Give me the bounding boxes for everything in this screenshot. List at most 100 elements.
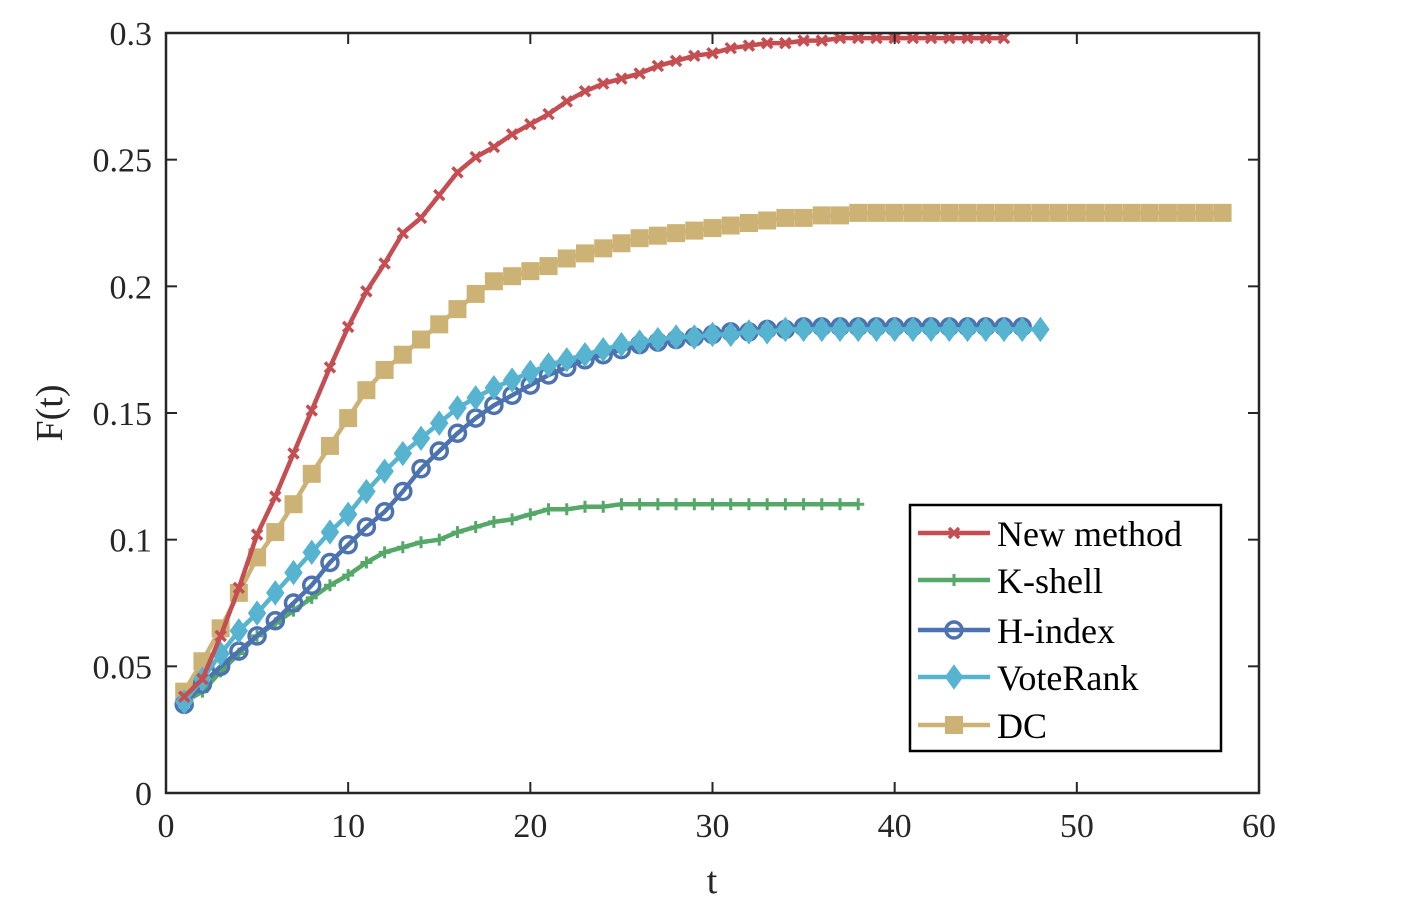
data-point-k-shell xyxy=(451,526,464,539)
data-point-dc xyxy=(375,360,394,379)
legend-item-h-index: H-index xyxy=(918,611,1115,651)
data-point-dc xyxy=(994,203,1013,222)
data-point-voterank xyxy=(174,689,194,715)
y-tick-label: 0.2 xyxy=(110,269,153,306)
data-point-dc xyxy=(484,272,503,291)
data-point-new-method xyxy=(378,257,391,270)
data-point-new-method xyxy=(779,36,792,50)
data-point-voterank xyxy=(848,316,868,343)
data-point-dc xyxy=(521,262,540,281)
data-point-voterank xyxy=(685,324,704,350)
series-line-new-method xyxy=(182,35,1004,699)
data-point-dc xyxy=(503,267,522,286)
data-point-dc xyxy=(320,436,339,455)
data-point-k-shell xyxy=(506,513,519,526)
data-point-k-shell xyxy=(378,546,391,559)
data-point-dc xyxy=(794,208,813,227)
data-point-dc xyxy=(1140,203,1159,222)
legend-marker-dc xyxy=(945,716,963,734)
y-tick-label: 0.1 xyxy=(110,523,153,560)
data-point-new-method xyxy=(724,41,737,55)
legend-item-new-method: New method xyxy=(918,514,1182,554)
data-point-voterank xyxy=(430,410,449,436)
data-point-dc xyxy=(1177,203,1196,222)
data-point-h-index xyxy=(247,626,267,646)
y-tick-label: 0 xyxy=(135,776,152,813)
data-point-new-method xyxy=(924,31,938,45)
data-point-h-index xyxy=(429,441,449,461)
data-point-voterank xyxy=(484,374,504,401)
data-point-new-method xyxy=(524,117,537,131)
data-point-h-index xyxy=(320,552,340,573)
data-point-voterank xyxy=(502,367,522,393)
data-point-dc xyxy=(612,234,631,253)
data-point-dc xyxy=(867,203,886,222)
data-point-k-shell xyxy=(487,515,500,528)
data-point-dc xyxy=(393,345,412,364)
data-point-k-shell xyxy=(688,498,701,511)
x-tick-label: 50 xyxy=(1060,808,1094,845)
data-point-new-method xyxy=(232,581,246,595)
data-point-voterank xyxy=(593,336,613,363)
data-point-voterank xyxy=(466,385,485,411)
data-point-new-method xyxy=(196,672,209,686)
data-point-dc xyxy=(1049,203,1068,222)
data-point-dc xyxy=(940,203,959,222)
data-point-dc xyxy=(703,219,722,238)
data-point-new-method xyxy=(596,77,610,90)
data-point-voterank xyxy=(830,316,850,343)
data-point-dc xyxy=(412,330,431,349)
data-point-voterank xyxy=(940,316,959,343)
legend-item-k-shell: K-shell xyxy=(918,561,1103,601)
data-point-k-shell xyxy=(815,498,828,511)
data-point-voterank xyxy=(703,321,722,348)
data-point-k-shell xyxy=(560,503,573,516)
data-point-k-shell xyxy=(724,498,737,511)
legend-label: New method xyxy=(997,514,1182,554)
data-point-h-index xyxy=(301,575,322,596)
data-point-new-method xyxy=(615,72,628,85)
legend-marker-new-method xyxy=(947,526,961,540)
data-point-new-method xyxy=(469,150,482,164)
data-point-h-index xyxy=(447,423,468,444)
data-point-voterank xyxy=(539,352,558,378)
data-point-k-shell xyxy=(834,498,847,511)
data-point-dc xyxy=(758,211,777,230)
legend-label: H-index xyxy=(997,611,1115,651)
data-point-new-method xyxy=(177,690,191,703)
x-tick-label: 0 xyxy=(158,808,175,845)
data-point-new-method xyxy=(287,447,300,460)
data-point-dc xyxy=(266,523,285,542)
data-point-k-shell xyxy=(761,498,774,511)
data-point-new-method xyxy=(360,285,373,298)
data-point-k-shell xyxy=(433,533,446,546)
data-point-dc xyxy=(976,203,995,222)
data-point-k-shell xyxy=(670,498,683,511)
data-point-k-shell xyxy=(597,500,610,513)
data-point-voterank xyxy=(302,539,321,566)
data-point-voterank xyxy=(357,478,376,505)
series-voterank xyxy=(174,316,1050,715)
data-point-voterank xyxy=(521,359,540,386)
data-point-dc xyxy=(885,203,904,222)
data-point-k-shell xyxy=(360,556,373,569)
legend: New method K-shell H-index VoteRank DC xyxy=(908,503,1223,753)
data-point-k-shell xyxy=(633,498,646,511)
data-point-dc xyxy=(1195,203,1214,222)
x-tick-label: 20 xyxy=(513,808,547,845)
data-point-voterank xyxy=(320,519,340,545)
data-point-voterank xyxy=(958,316,977,343)
data-point-new-method xyxy=(305,404,318,417)
data-point-new-method xyxy=(669,54,683,68)
legend-marker-voterank xyxy=(944,664,964,690)
data-point-new-method xyxy=(979,31,992,45)
legend-label: DC xyxy=(997,706,1047,746)
data-point-new-method xyxy=(906,31,920,45)
data-point-k-shell xyxy=(706,498,719,511)
data-point-dc xyxy=(1122,203,1141,222)
data-point-h-index xyxy=(338,534,358,555)
data-point-voterank xyxy=(612,331,631,358)
data-point-k-shell xyxy=(415,536,428,549)
data-point-dc xyxy=(575,244,594,263)
